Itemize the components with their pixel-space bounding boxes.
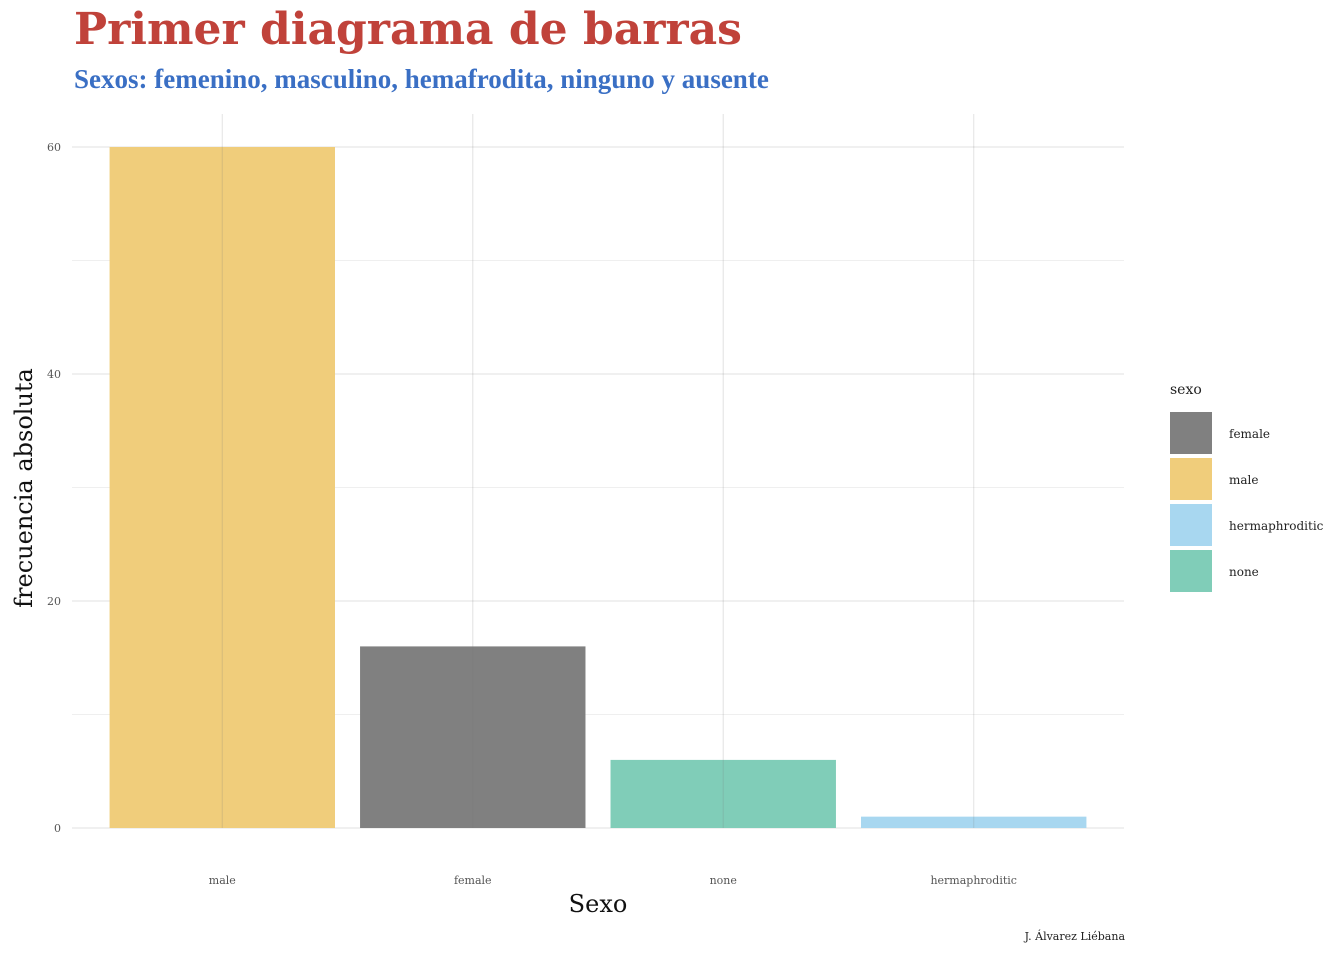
bar-male (109, 147, 335, 828)
x-tick-label: none (710, 874, 737, 887)
legend-swatch-hermaphroditic (1170, 504, 1212, 546)
y-tick-label: 40 (47, 368, 61, 381)
x-tick-label: hermaphroditic (930, 874, 1017, 887)
bar-hermaphroditic (861, 816, 1087, 828)
legend-swatch-male (1170, 458, 1212, 500)
y-tick-labels: 0 20 40 60 (47, 141, 61, 835)
y-axis-title: frecuencia absoluta (10, 368, 38, 608)
bar-female (360, 646, 586, 828)
legend: sexo female male hermaphroditic none (1170, 382, 1324, 592)
x-axis-title: Sexo (569, 890, 628, 918)
chart-subtitle: Sexos: femenino, masculino, hemafrodita,… (74, 64, 769, 94)
bars (109, 147, 1087, 828)
legend-swatch-female (1170, 412, 1212, 454)
y-tick-label: 20 (47, 595, 61, 608)
legend-label-none: none (1229, 565, 1259, 579)
x-tick-label: male (209, 874, 236, 887)
legend-swatch-none (1170, 550, 1212, 592)
x-tick-label: female (454, 874, 492, 887)
grid-vertical (221, 114, 975, 828)
caption: J. Álvarez Liébana (1024, 930, 1125, 943)
y-tick-label: 0 (54, 822, 61, 835)
legend-label-male: male (1229, 473, 1258, 487)
legend-label-female: female (1229, 427, 1270, 441)
legend-label-hermaphroditic: hermaphroditic (1229, 519, 1324, 533)
legend-title: sexo (1170, 382, 1202, 398)
chart-title: Primer diagrama de barras (74, 4, 742, 55)
x-tick-labels: male female none hermaphroditic (209, 874, 1017, 887)
bar-none (610, 759, 836, 828)
y-tick-label: 60 (47, 141, 61, 154)
